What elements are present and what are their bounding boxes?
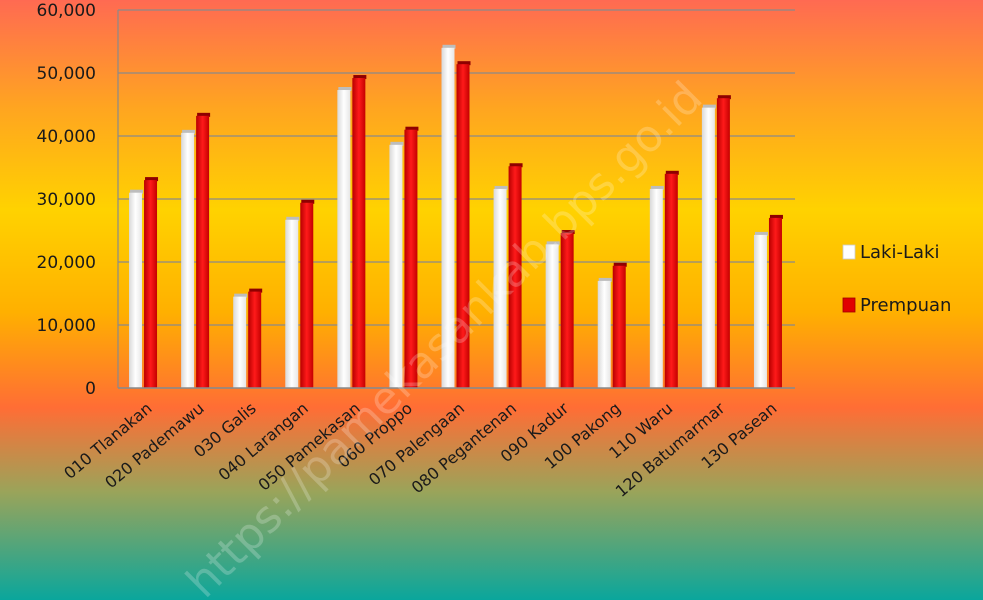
legend-swatch [842, 297, 856, 313]
bar-laki-laki [753, 234, 767, 388]
bar-laki-laki [701, 107, 715, 389]
bar-prempuan [456, 64, 470, 389]
bar-cap [650, 185, 664, 190]
bar-cap [561, 230, 575, 235]
bar-cap [182, 129, 196, 134]
bar-cap [338, 87, 352, 92]
bar-cap [234, 293, 248, 298]
bar-cap [717, 95, 731, 100]
bar-cap [301, 199, 315, 204]
bar-cap [405, 126, 419, 131]
bar-cap [509, 163, 523, 168]
bar-cap [249, 288, 263, 293]
bar-cap [145, 177, 159, 182]
bar-prempuan [664, 173, 678, 388]
bar-prempuan [768, 217, 782, 388]
y-tick-label: 30,000 [37, 190, 96, 210]
bar-cap [130, 189, 144, 194]
bar-cap [442, 44, 456, 49]
bar-laki-laki [337, 90, 351, 388]
legend-swatch [842, 244, 856, 260]
bar-cap [197, 112, 211, 117]
bar-cap [665, 170, 679, 175]
bar-cap [457, 61, 471, 66]
bar-prempuan [404, 129, 418, 388]
bar-prempuan [196, 115, 210, 388]
y-tick-label: 40,000 [37, 127, 96, 147]
bar-laki-laki [285, 219, 299, 388]
y-tick-label: 60,000 [37, 1, 96, 21]
legend-label: Prempuan [860, 295, 951, 316]
bar-prempuan [352, 78, 366, 388]
bar-laki-laki [649, 188, 663, 388]
bar-cap [702, 104, 716, 109]
bar-laki-laki [597, 280, 611, 388]
y-tick-label: 50,000 [37, 64, 96, 84]
bar-cap [353, 75, 367, 80]
bar-cap [754, 231, 768, 236]
bar-prempuan [560, 233, 574, 388]
bar-cap [494, 185, 508, 190]
legend-label: Laki-Laki [860, 242, 939, 263]
bar-laki-laki [493, 188, 507, 388]
y-tick-label: 0 [85, 379, 96, 399]
bar-prempuan [716, 98, 730, 388]
bar-cap [769, 214, 783, 219]
bar-prempuan [144, 180, 158, 388]
bar-laki-laki [181, 132, 195, 388]
bar-laki-laki [441, 47, 455, 389]
bar-cap [390, 141, 404, 146]
bar-prempuan [248, 291, 262, 388]
bar-prempuan [612, 265, 626, 388]
bar-laki-laki [545, 244, 559, 388]
bar-laki-laki [129, 192, 143, 388]
bar-prempuan [508, 166, 522, 388]
bar-prempuan [300, 202, 314, 388]
bar-cap [546, 241, 560, 246]
y-tick-label: 20,000 [37, 253, 96, 273]
bar-cap [613, 262, 627, 267]
bar-cap [598, 277, 612, 282]
bar-laki-laki [389, 144, 403, 388]
bar-cap [286, 216, 300, 221]
bar-laki-laki [233, 296, 247, 388]
y-tick-label: 10,000 [37, 316, 96, 336]
